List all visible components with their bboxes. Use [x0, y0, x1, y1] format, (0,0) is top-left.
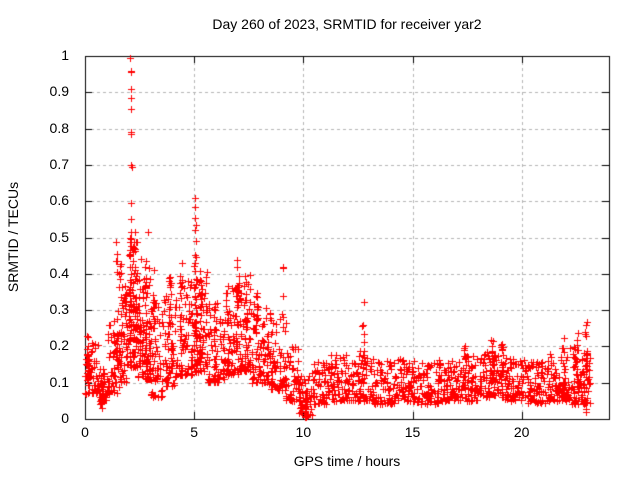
y-tick-label: 0.4: [49, 264, 69, 281]
y-tick-label: 0.7: [49, 155, 69, 172]
x-tick-label: 10: [295, 424, 312, 440]
y-tick-label: 0.1: [49, 373, 69, 390]
y-tick-label: 0.2: [49, 337, 69, 354]
y-tick-label: 0.6: [49, 192, 69, 209]
x-tick-label: 5: [190, 424, 199, 440]
y-tick-label: 0.5: [49, 228, 69, 245]
y-tick-label: 1: [61, 47, 69, 63]
x-tick-label: 15: [404, 424, 421, 440]
y-tick-label: 0.9: [49, 83, 69, 100]
y-tick-label: 0.8: [49, 119, 69, 136]
y-tick-label: 0: [61, 410, 69, 426]
x-tick-label: 20: [513, 424, 530, 440]
y-tick-label: 0.3: [49, 301, 69, 318]
x-tick-label: 0: [81, 424, 89, 440]
